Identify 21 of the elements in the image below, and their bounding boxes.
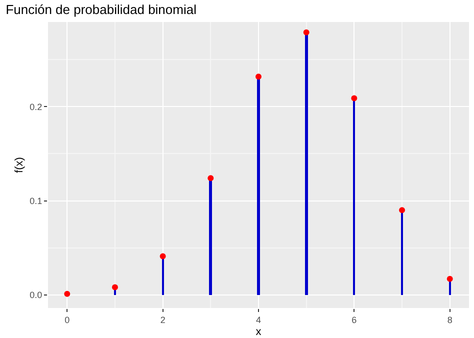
- y-axis-title: f(x): [13, 157, 26, 173]
- x-tick-label: 2: [160, 314, 166, 325]
- point: [208, 175, 214, 182]
- point: [256, 74, 262, 80]
- chart-title: Función de probabilidad binomial: [6, 2, 197, 18]
- x-tick-label: 0: [64, 314, 70, 325]
- bar: [257, 77, 260, 295]
- y-tick-label: 0.2: [30, 102, 42, 112]
- x-axis-title: x: [256, 326, 262, 338]
- y-tick-label: 0.1: [30, 196, 42, 206]
- y-tick-label: 0.0: [30, 290, 42, 300]
- x-tick-label: 8: [447, 314, 452, 325]
- point: [351, 95, 358, 102]
- point: [303, 29, 310, 36]
- point: [399, 207, 406, 214]
- x-tick-label: 6: [352, 314, 357, 325]
- point: [160, 253, 166, 260]
- point: [64, 290, 70, 297]
- point: [112, 284, 118, 290]
- x-tick-label: 4: [256, 314, 262, 325]
- point: [446, 276, 453, 282]
